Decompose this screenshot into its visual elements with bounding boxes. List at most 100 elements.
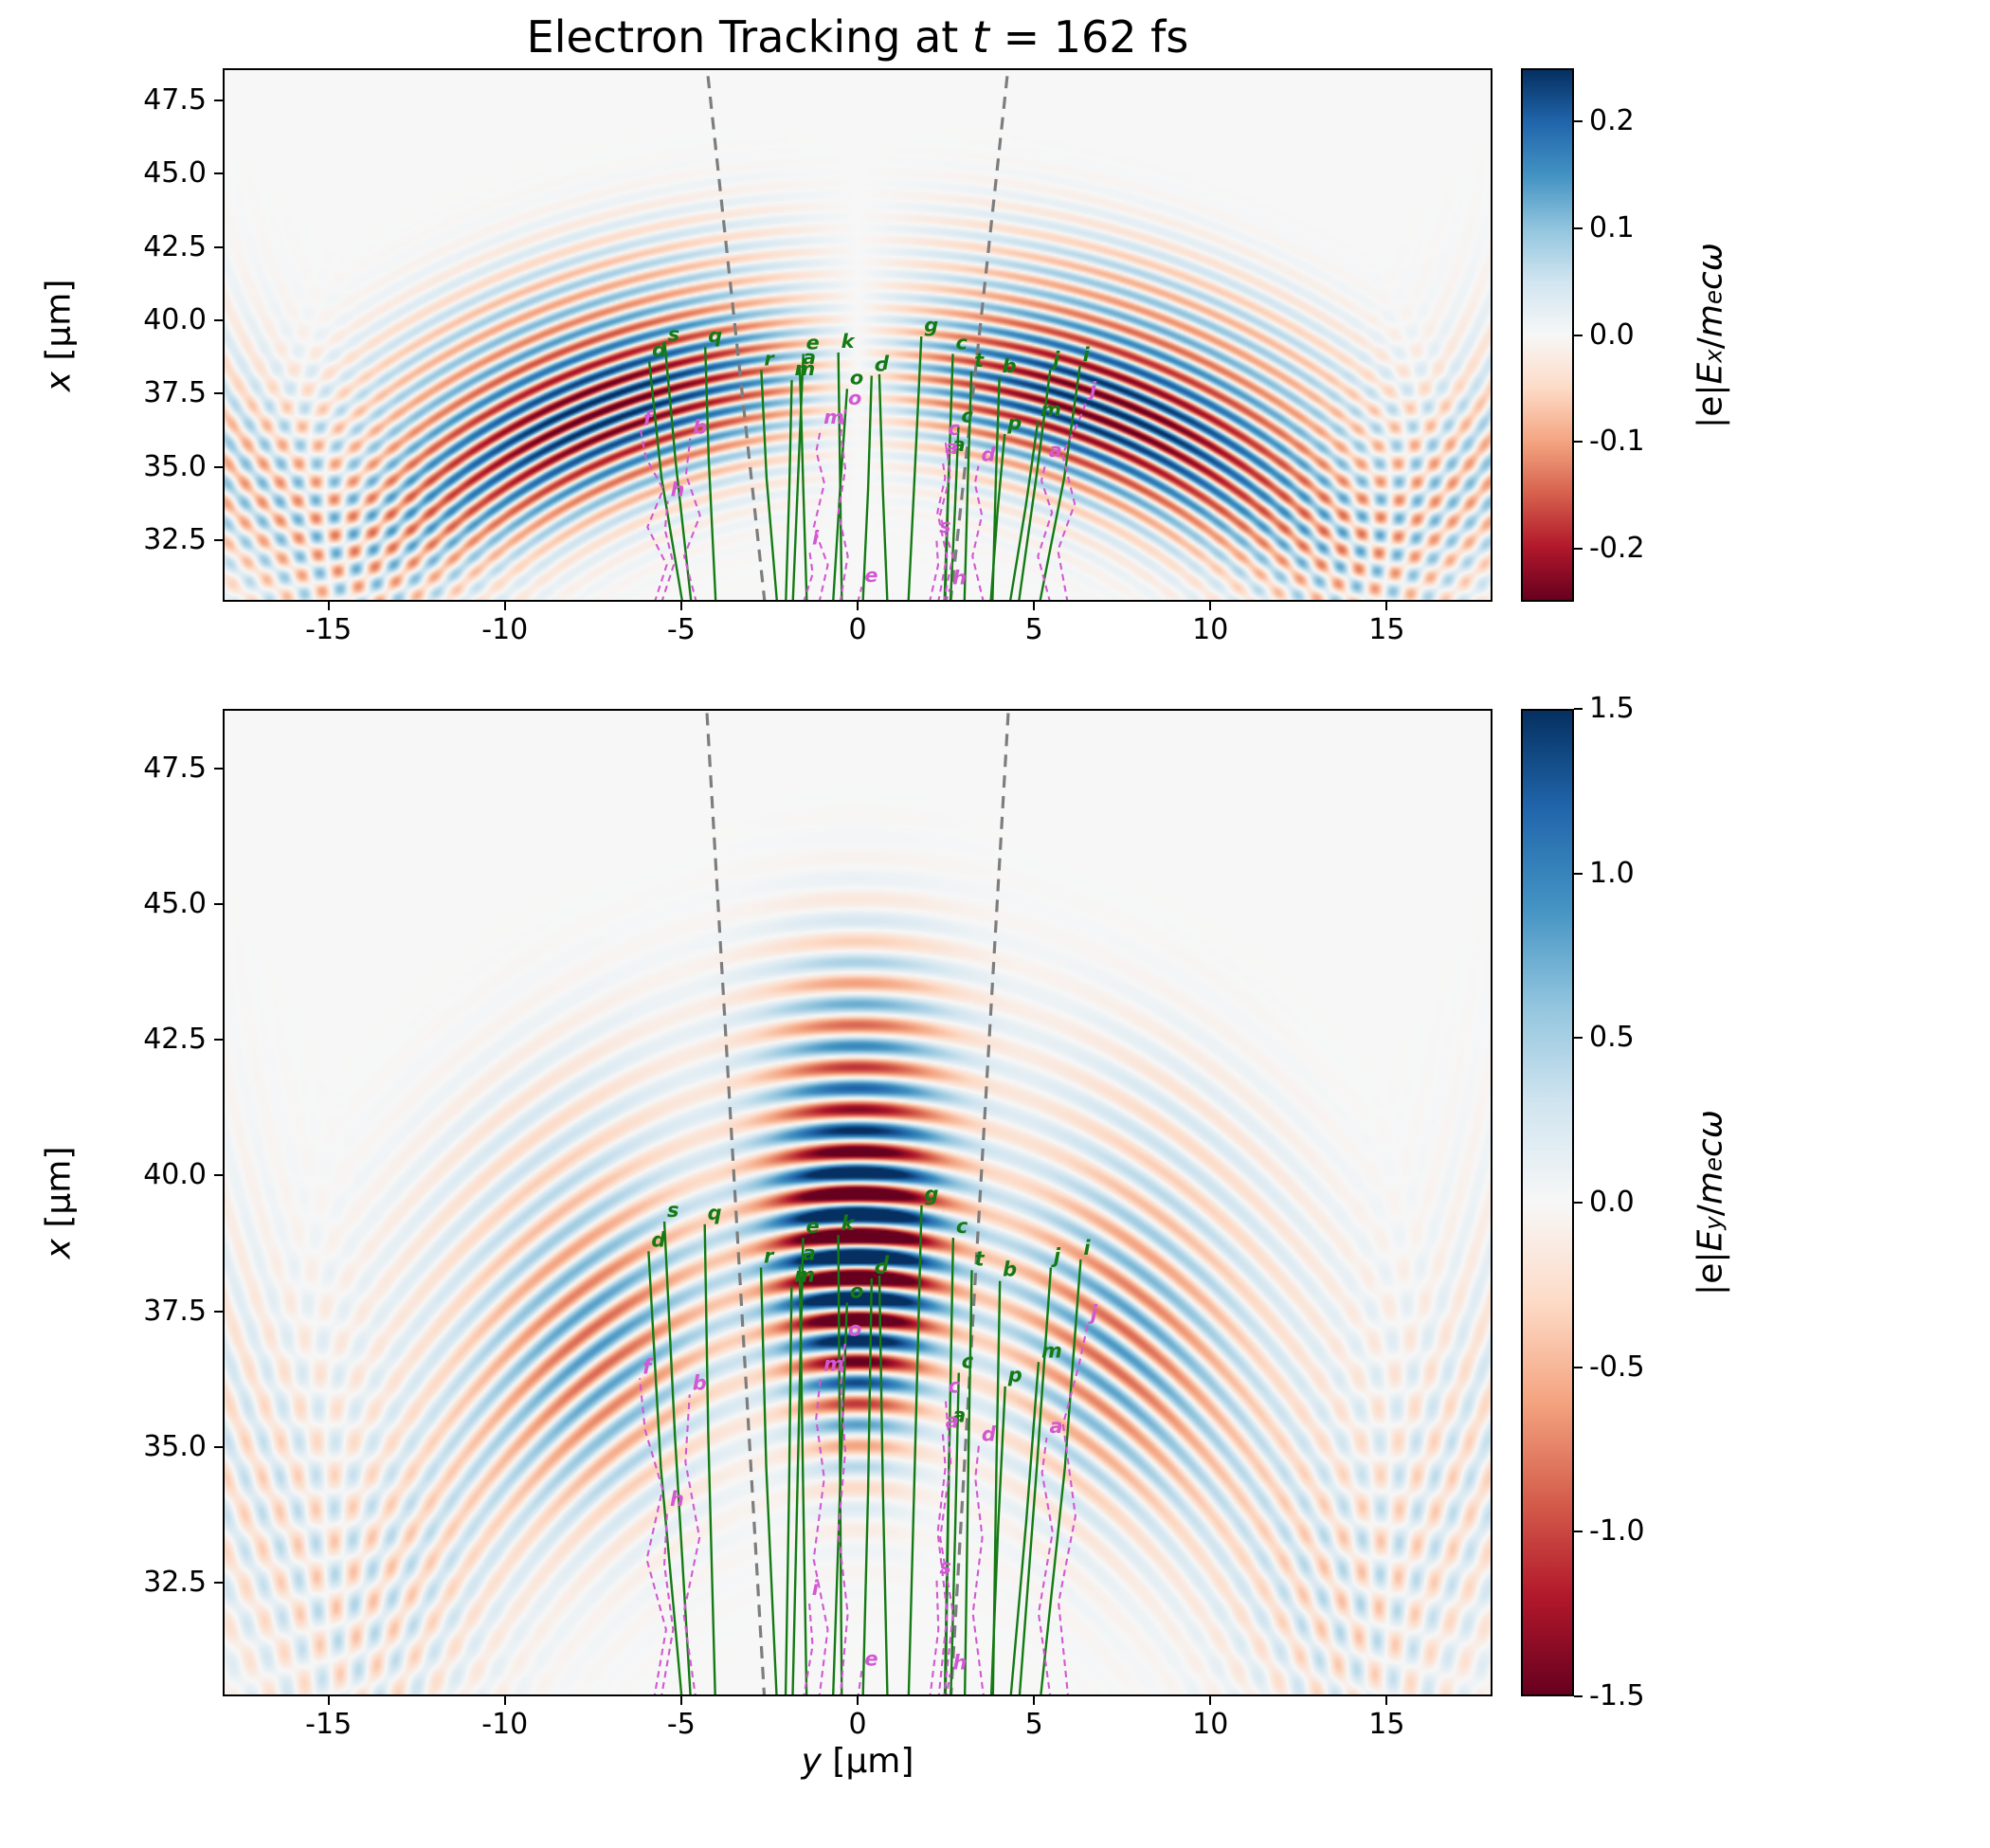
label-segment: m [1691, 303, 1730, 337]
y-tick-label: 47.5 [143, 83, 207, 118]
trajectory-label: a [952, 433, 966, 456]
trajectory-line-magenta [682, 438, 701, 600]
trajectory-label: p [1007, 1364, 1022, 1386]
x-tick-label: 0 [848, 1708, 867, 1741]
colorbar-tick-mark [1574, 120, 1583, 123]
trajectory-label: i [1083, 1237, 1091, 1259]
label-segment: e [1699, 289, 1728, 304]
y-tick-label: 32.5 [143, 1565, 207, 1599]
colorbar-tick-mark [1574, 226, 1583, 229]
x-tick-label: -5 [666, 1708, 696, 1741]
x-tick-label: -10 [481, 613, 529, 646]
trajectory-label: r [764, 347, 775, 370]
x-tick-mark [1033, 602, 1036, 610]
x-tick-label: 5 [1024, 613, 1043, 646]
trajectory-line-magenta [936, 1432, 949, 1694]
x-axis-var: y [801, 1742, 822, 1781]
y-tick-label: 40.0 [143, 1158, 207, 1192]
trajectory-line-green [704, 346, 717, 600]
trajectory-line-green [832, 1302, 849, 1694]
trajectory-label: a [803, 1242, 816, 1265]
trajectory-line-green [791, 1238, 805, 1694]
label-segment: c [1691, 1138, 1730, 1158]
field-heatmap-ey [225, 711, 1491, 1694]
y-tick-mark [214, 465, 223, 468]
trajectory-line-green [1009, 1362, 1040, 1694]
y-tick-mark [214, 172, 223, 175]
x-tick-mark [327, 1696, 330, 1705]
trajectory-line-magenta [1037, 1437, 1054, 1694]
trajectory-line-magenta [639, 429, 668, 600]
y-tick-mark [214, 767, 223, 770]
laser-cone-line [949, 70, 1010, 600]
x-tick-label: 0 [848, 613, 867, 646]
trajectory-line-green [877, 373, 889, 600]
title-var-t: t [971, 11, 989, 63]
x-tick-label: 10 [1192, 1708, 1229, 1741]
colorbar-tick-label: -0.5 [1589, 1350, 1645, 1384]
trajectory-line-green [647, 361, 683, 600]
trajectory-label: m [794, 357, 815, 380]
x-tick-label: -10 [481, 1708, 529, 1741]
trajectory-line-green [703, 1223, 716, 1694]
x-tick-label: 10 [1192, 613, 1229, 646]
colorbar-label-ex: |e|Ex/mecω [1692, 243, 1730, 428]
trajectory-line-magenta [936, 458, 949, 600]
trajectory-label: g [924, 314, 938, 336]
trajectory-label: c [961, 404, 973, 426]
trajectory-line-green [1018, 370, 1052, 600]
colorbar-tick-mark [1574, 708, 1583, 710]
trajectory-label: a [803, 346, 816, 369]
trajectory-label: b [693, 1371, 707, 1394]
trajectory-label: s [667, 1199, 678, 1222]
trajectory-label: e [806, 331, 820, 353]
trajectory-line-green [798, 368, 808, 600]
trajectory-line-green [784, 1286, 793, 1694]
y-tick-label: 45.0 [143, 156, 207, 190]
colorbar-tick-label: 1.5 [1589, 692, 1635, 725]
trajectory-label: p [1006, 411, 1022, 434]
y-tick-mark [214, 1310, 223, 1313]
y-tick-label: 37.5 [143, 376, 207, 410]
label-segment: / [1691, 1205, 1730, 1217]
colorbar-tick-label: -1.5 [1589, 1679, 1645, 1712]
colorbar-tick-mark [1574, 1366, 1583, 1368]
trajectory-line-magenta [1037, 461, 1054, 600]
trajectory-label: s [939, 1555, 950, 1578]
colorbar-tick-mark [1574, 441, 1583, 444]
colorbar-tick-mark [1574, 1531, 1583, 1533]
trajectory-label: t [974, 1247, 985, 1270]
trajectory-label: h [952, 566, 967, 589]
trajectory-line-magenta [857, 1670, 863, 1694]
colorbar-tick-label: -0.1 [1589, 425, 1645, 459]
trajectory-label: a [1049, 439, 1062, 462]
y-tick-label: 35.0 [143, 1429, 207, 1463]
trajectory-label: c [956, 331, 968, 353]
x-tick-mark [1209, 1696, 1212, 1705]
chart-title: Electron Tracking at t = 162 fs [223, 11, 1492, 63]
trajectory-line-green [989, 1386, 1006, 1694]
trajectory-line-green [950, 1372, 960, 1694]
trajectory-label: r [764, 1244, 775, 1267]
colorbar-label-ey: |e|Ey/mecω [1692, 1110, 1730, 1295]
trajectory-label: c [875, 1256, 887, 1278]
trajectory-label: a [1049, 1415, 1062, 1438]
trajectory-line-green [1039, 365, 1081, 600]
trajectory-label: d [652, 338, 667, 361]
trajectory-line-green [1009, 420, 1040, 600]
y-axis-label: x [μm] [40, 279, 79, 391]
trajectory-label: l [882, 352, 890, 374]
trajectory-label: i [812, 1577, 820, 1600]
title-text: Electron Tracking at [526, 11, 972, 63]
trajectory-line-magenta [660, 500, 676, 600]
trajectory-label: j [1051, 1244, 1061, 1267]
trajectory-label: t [974, 349, 985, 371]
trajectory-label: m [1040, 398, 1061, 421]
y-tick-label: 42.5 [143, 1023, 207, 1057]
field-heatmap-ex [225, 70, 1491, 600]
x-tick-mark [679, 1696, 682, 1705]
trajectory-line-green [949, 426, 960, 600]
